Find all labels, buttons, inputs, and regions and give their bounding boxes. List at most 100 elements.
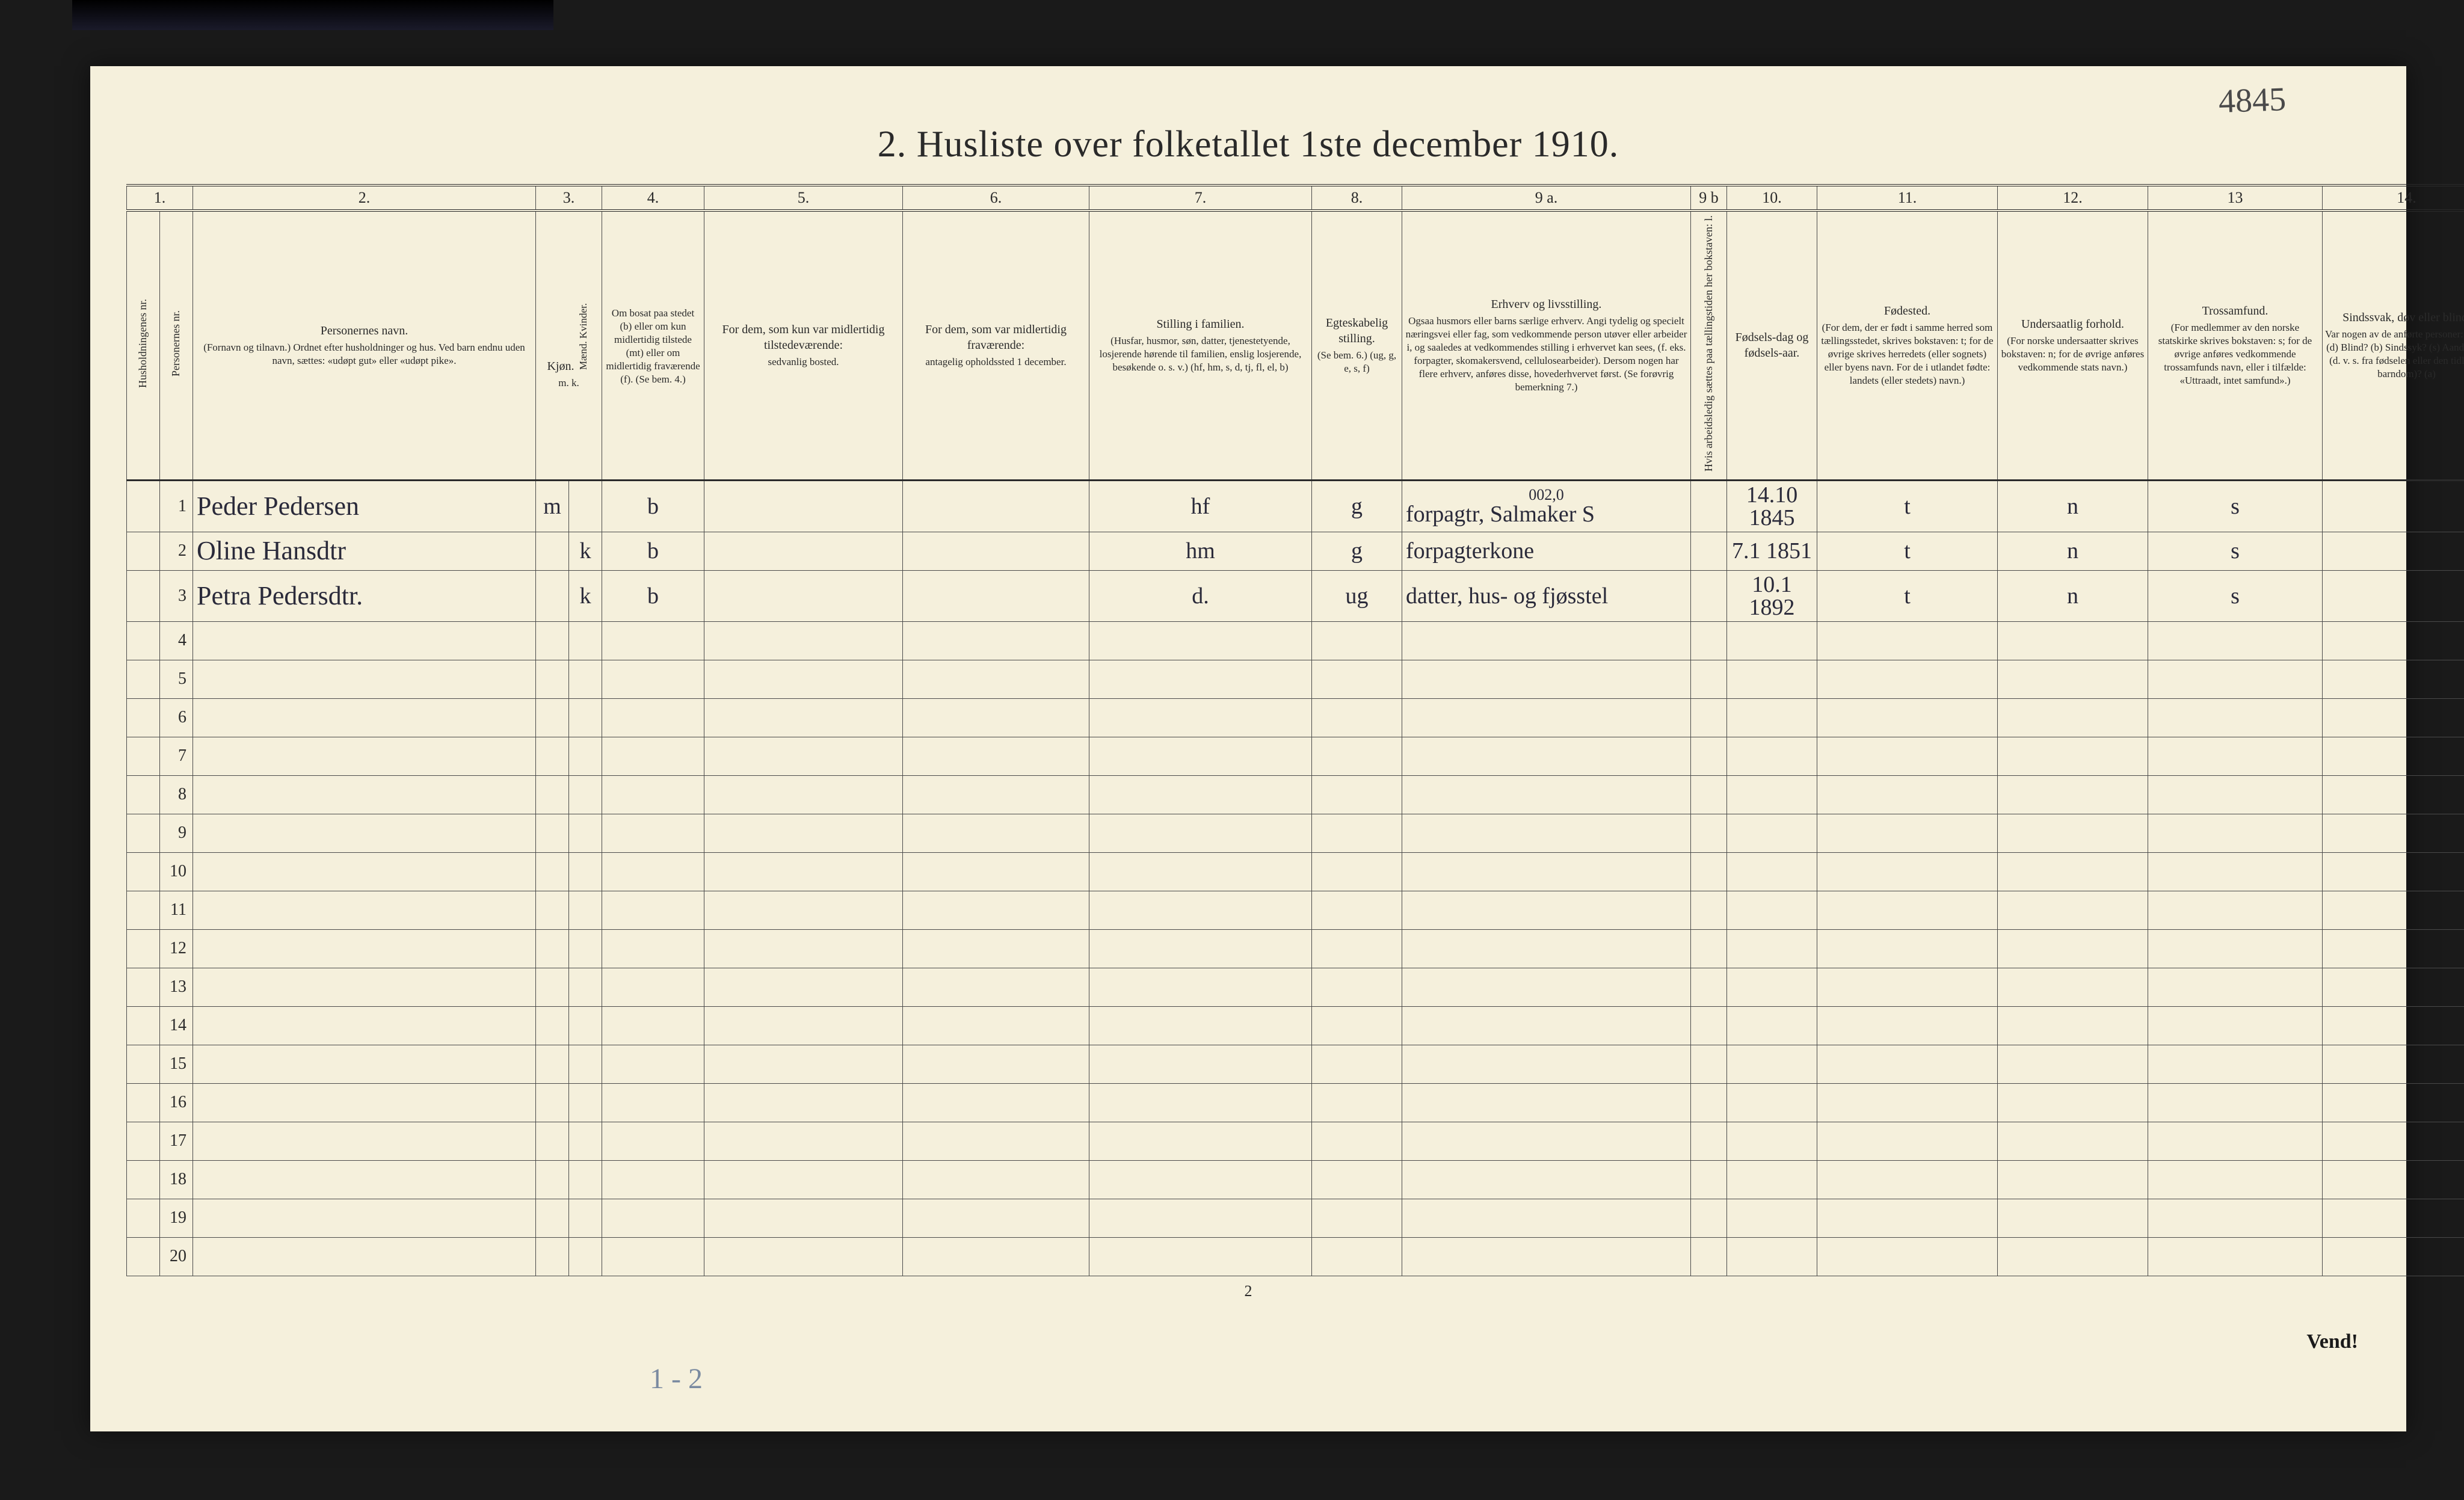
- household-no-cell: [127, 621, 160, 660]
- empty-cell: [2148, 660, 2323, 698]
- empty-cell: [1089, 1006, 1312, 1045]
- person-no-cell: 15: [160, 1045, 193, 1083]
- sex-k-cell: k: [569, 570, 602, 621]
- table-row-empty: 4: [127, 621, 2464, 660]
- empty-cell: [1089, 1160, 1312, 1199]
- empty-cell: [704, 737, 903, 775]
- empty-cell: [903, 968, 1089, 1006]
- empty-cell: [1998, 968, 2148, 1006]
- empty-cell: [1998, 1160, 2148, 1199]
- colnum-9a: 9 a.: [1402, 185, 1691, 211]
- person-no-cell: 10: [160, 852, 193, 891]
- table-row: 3Petra Pedersdtr.kbd.ugdatter, hus- og f…: [127, 570, 2464, 621]
- empty-cell: [193, 1083, 536, 1122]
- empty-cell: [602, 968, 704, 1006]
- residence-cell: b: [602, 480, 704, 532]
- empty-cell: [903, 698, 1089, 737]
- table-body: 1Peder Pedersenmbhfg002,0forpagtr, Salma…: [127, 480, 2464, 1276]
- household-no-cell: [127, 1237, 160, 1276]
- empty-cell: [1817, 1045, 1998, 1083]
- disability-cell: [2323, 480, 2464, 532]
- empty-cell: [536, 1237, 569, 1276]
- empty-cell: [2323, 1199, 2464, 1237]
- empty-cell: [1089, 1083, 1312, 1122]
- household-no-cell: [127, 698, 160, 737]
- empty-cell: [1402, 1122, 1691, 1160]
- empty-cell: [1402, 698, 1691, 737]
- empty-cell: [1817, 814, 1998, 852]
- colnum-7: 7.: [1089, 185, 1312, 211]
- temp-absent-cell: [903, 570, 1089, 621]
- empty-cell: [1998, 1083, 2148, 1122]
- person-no-cell: 4: [160, 621, 193, 660]
- empty-cell: [1817, 1237, 1998, 1276]
- empty-cell: [2323, 1122, 2464, 1160]
- hdr-person-no: Personernes nr.: [160, 211, 193, 480]
- colnum-8: 8.: [1312, 185, 1402, 211]
- empty-cell: [1691, 1083, 1727, 1122]
- empty-cell: [1998, 698, 2148, 737]
- empty-cell: [1817, 891, 1998, 929]
- empty-cell: [1998, 1199, 2148, 1237]
- empty-cell: [193, 891, 536, 929]
- empty-cell: [903, 1045, 1089, 1083]
- empty-cell: [1312, 1237, 1402, 1276]
- table-row-empty: 14: [127, 1006, 2464, 1045]
- empty-cell: [536, 852, 569, 891]
- empty-cell: [1998, 737, 2148, 775]
- religion-cell: s: [2148, 480, 2323, 532]
- empty-cell: [1727, 775, 1817, 814]
- empty-cell: [1817, 698, 1998, 737]
- colnum-6: 6.: [903, 185, 1089, 211]
- empty-cell: [1402, 929, 1691, 968]
- birth-cell: 14.10 1845: [1727, 480, 1817, 532]
- empty-cell: [2148, 968, 2323, 1006]
- pencil-annotation: 1 - 2: [650, 1362, 703, 1395]
- empty-cell: [704, 814, 903, 852]
- empty-cell: [1727, 852, 1817, 891]
- empty-cell: [569, 1199, 602, 1237]
- empty-cell: [1089, 1045, 1312, 1083]
- empty-cell: [704, 968, 903, 1006]
- empty-cell: [569, 660, 602, 698]
- table-row-empty: 6: [127, 698, 2464, 737]
- name-cell: Oline Hansdtr: [193, 532, 536, 570]
- hdr-religion: Trossamfund. (For medlemmer av den norsk…: [2148, 211, 2323, 480]
- colnum-1: 1.: [127, 185, 193, 211]
- household-no-cell: [127, 1045, 160, 1083]
- empty-cell: [1312, 775, 1402, 814]
- household-no-cell: [127, 775, 160, 814]
- empty-cell: [1727, 737, 1817, 775]
- temp-present-cell: [704, 480, 903, 532]
- empty-cell: [602, 852, 704, 891]
- empty-cell: [1089, 737, 1312, 775]
- empty-cell: [1998, 1006, 2148, 1045]
- empty-cell: [1817, 968, 1998, 1006]
- empty-cell: [1817, 929, 1998, 968]
- table-row-empty: 16: [127, 1083, 2464, 1122]
- empty-cell: [1817, 737, 1998, 775]
- household-no-cell: [127, 814, 160, 852]
- empty-cell: [1312, 891, 1402, 929]
- empty-cell: [193, 1122, 536, 1160]
- person-no-cell: 9: [160, 814, 193, 852]
- empty-cell: [2323, 1045, 2464, 1083]
- household-no-cell: [127, 532, 160, 570]
- empty-cell: [536, 1160, 569, 1199]
- empty-cell: [569, 1045, 602, 1083]
- empty-cell: [1312, 1160, 1402, 1199]
- table-row-empty: 10: [127, 852, 2464, 891]
- empty-cell: [1691, 737, 1727, 775]
- colnum-11: 11.: [1817, 185, 1998, 211]
- empty-cell: [193, 1237, 536, 1276]
- empty-cell: [2323, 660, 2464, 698]
- person-no-cell: 7: [160, 737, 193, 775]
- empty-cell: [602, 660, 704, 698]
- family-pos-cell: d.: [1089, 570, 1312, 621]
- household-no-cell: [127, 852, 160, 891]
- empty-cell: [569, 852, 602, 891]
- person-no-cell: 18: [160, 1160, 193, 1199]
- empty-cell: [536, 891, 569, 929]
- empty-cell: [1691, 1122, 1727, 1160]
- empty-cell: [704, 852, 903, 891]
